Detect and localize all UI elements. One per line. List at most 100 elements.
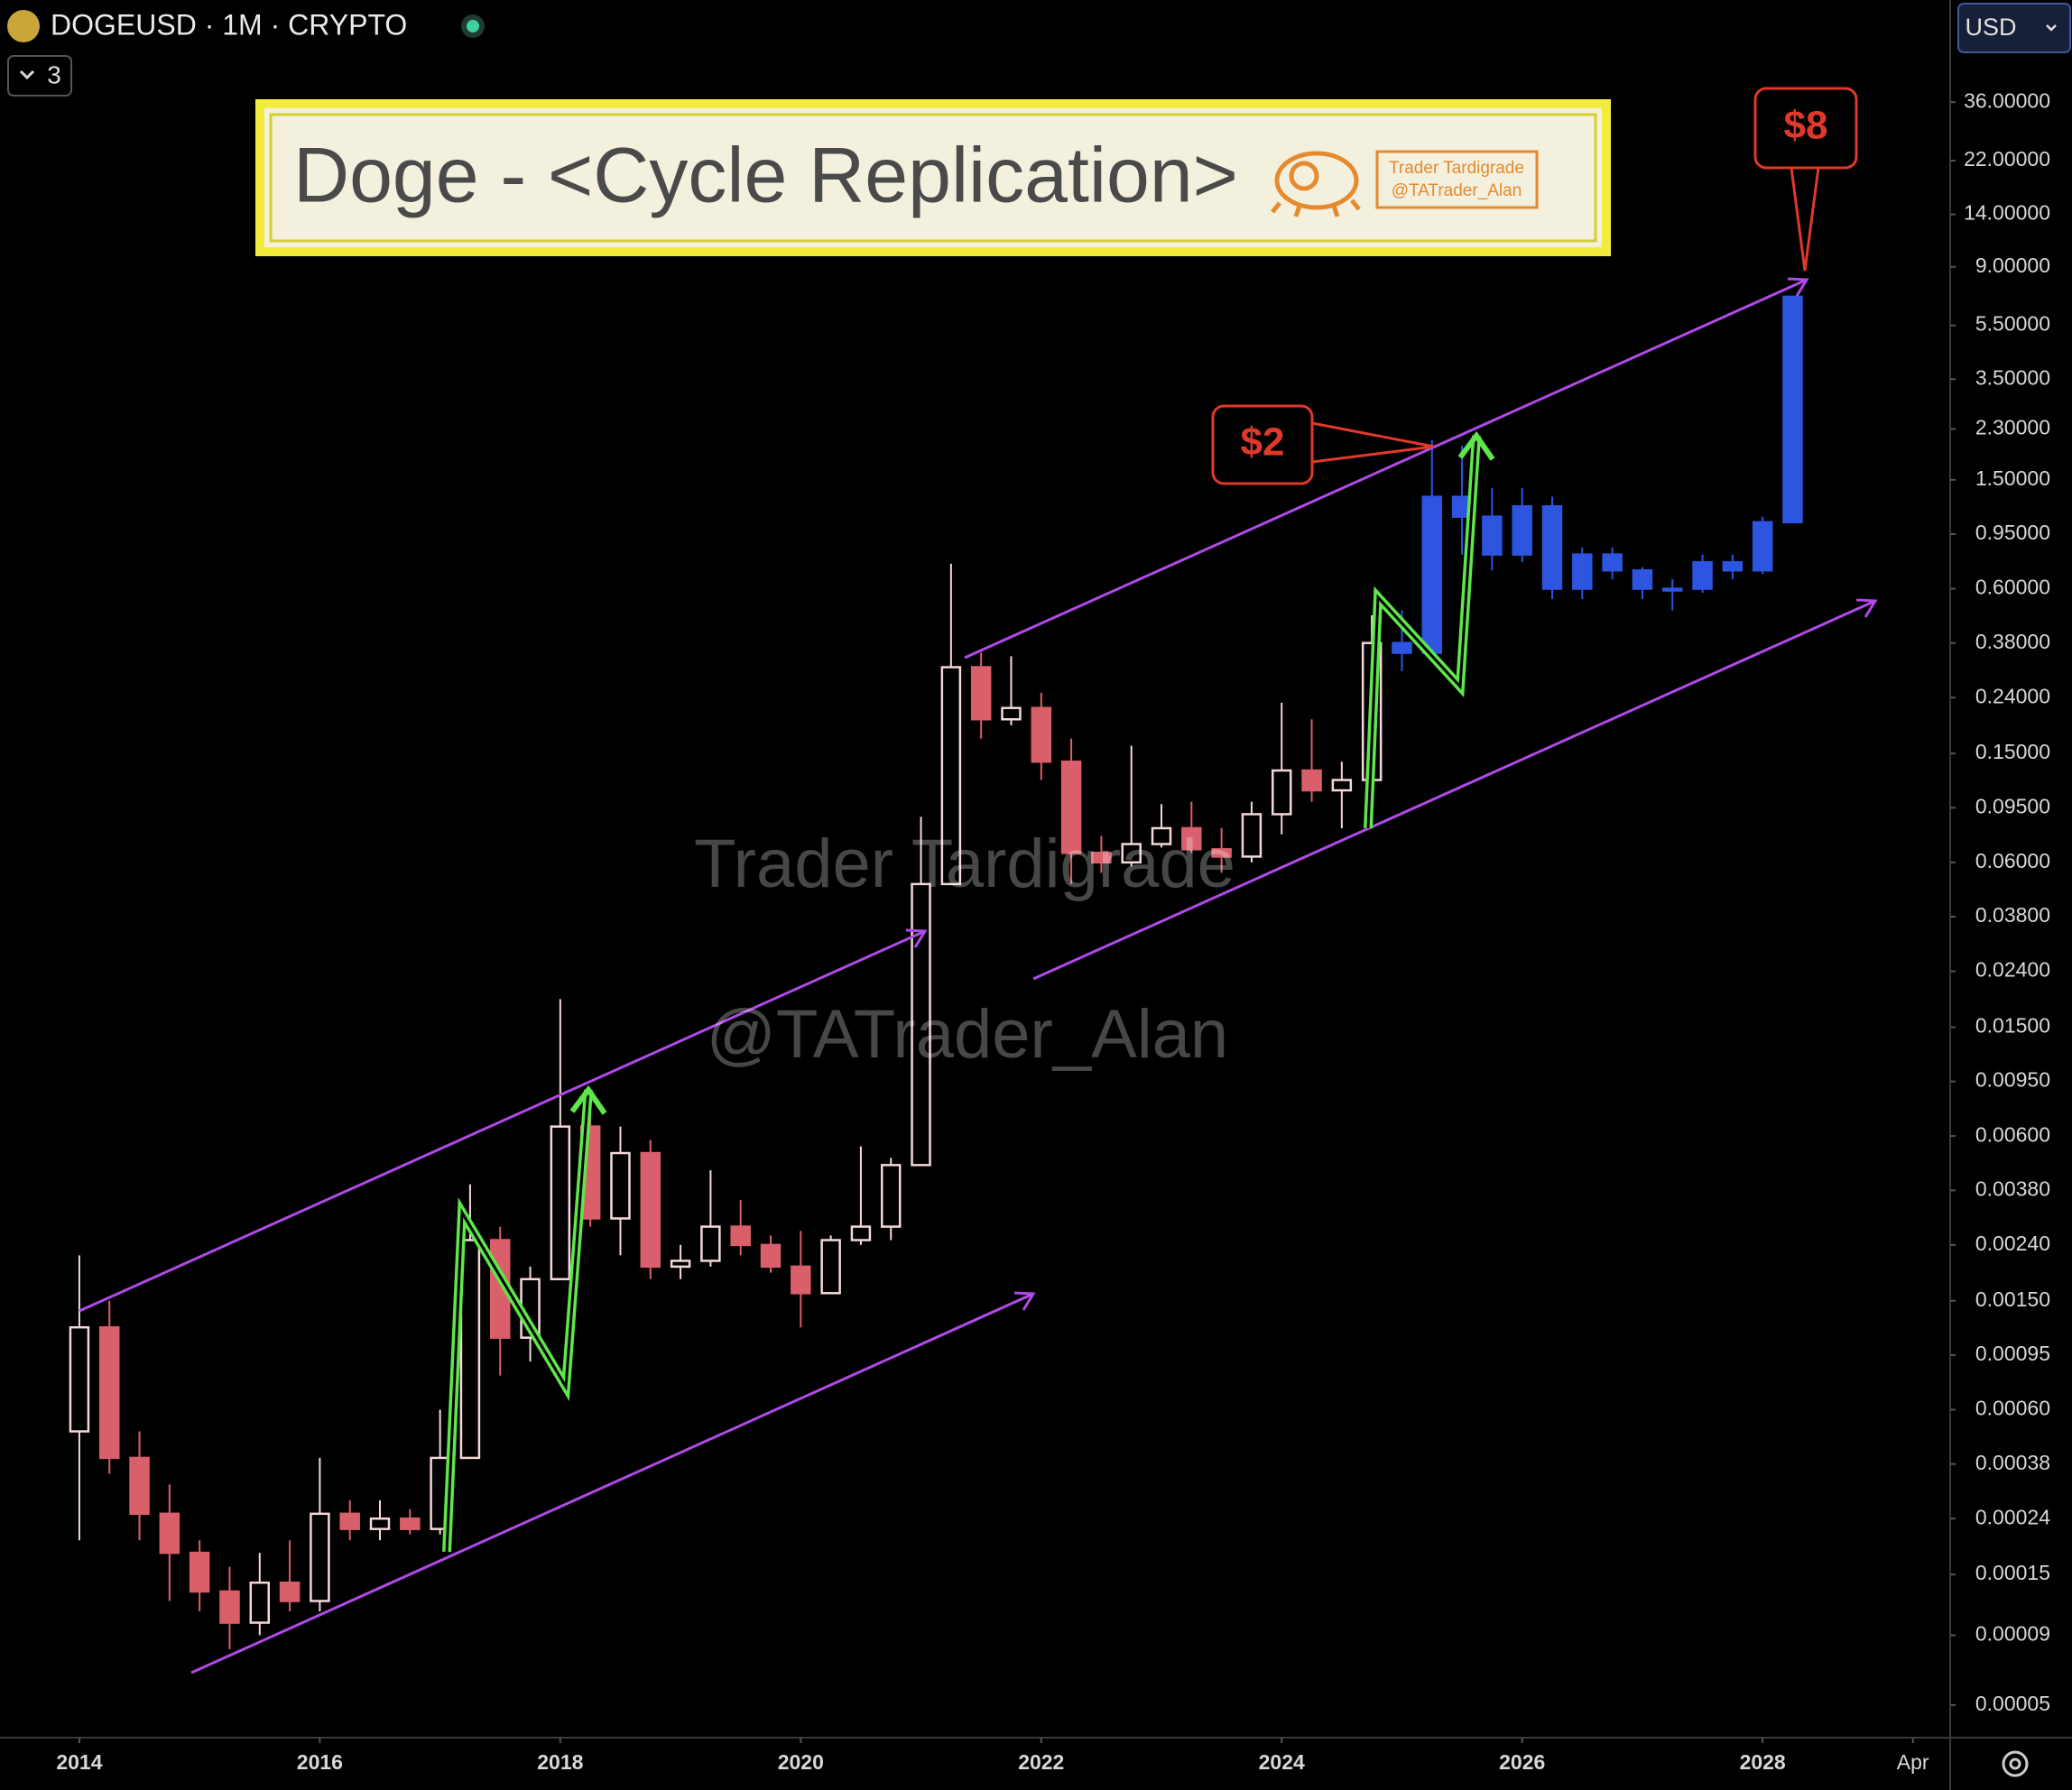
candle-body: [850, 1225, 872, 1241]
title-banner: [255, 99, 1611, 256]
y-tick-label: 22.00000: [1964, 147, 2050, 171]
candle-body: [1241, 813, 1263, 858]
candle-body: [911, 882, 931, 1167]
y-tick-label: 0.02400: [1975, 958, 2050, 982]
zigzag-inner: [1366, 435, 1478, 829]
candle-body: [69, 1325, 90, 1433]
y-tick-label: 0.24000: [1975, 684, 2050, 707]
candle-body: [1692, 560, 1713, 590]
candle-body: [1512, 504, 1532, 556]
candle-body: [1572, 553, 1593, 590]
y-tick-label: 0.00024: [1975, 1505, 2050, 1528]
candle-body: [640, 1151, 661, 1269]
candle-body: [1392, 641, 1412, 654]
y-tick-label: 0.00240: [1975, 1232, 2050, 1255]
arrow-head: [1855, 598, 1878, 618]
arrow-head: [569, 1084, 607, 1115]
arrow-head: [905, 928, 928, 948]
annotation-pointer: [1311, 421, 1435, 464]
arrow-head: [1787, 277, 1809, 297]
y-tick-label: 0.60000: [1975, 576, 2050, 599]
candle-body: [1151, 826, 1172, 845]
candle-body: [970, 666, 992, 721]
y-tick-label: 36.00000: [1964, 88, 2050, 112]
y-tick-label: 0.38000: [1975, 630, 2050, 653]
x-tick-label: 2014: [56, 1750, 102, 1774]
y-tick-label: 0.15000: [1975, 740, 2050, 763]
price-axis-panel: [1951, 0, 2072, 1790]
y-tick-label: 0.00950: [1975, 1068, 2050, 1092]
candle-body: [940, 666, 962, 886]
candle-body: [1060, 760, 1082, 854]
candle-body: [1782, 295, 1803, 524]
candle-body: [550, 1125, 571, 1281]
candle-body: [791, 1265, 811, 1295]
x-tick-label: 2026: [1499, 1750, 1545, 1774]
candle-body: [1121, 843, 1142, 864]
y-tick-label: 0.00095: [1975, 1342, 2050, 1365]
y-tick-label: 0.09500: [1975, 794, 2050, 817]
candle-body: [670, 1259, 691, 1269]
y-tick-label: 0.00009: [1975, 1621, 2050, 1645]
candle-body: [760, 1243, 782, 1269]
candle-body: [700, 1225, 721, 1262]
candle-body: [1181, 826, 1202, 851]
candle-body: [1722, 560, 1744, 572]
annotation-pointer: [1790, 167, 1820, 272]
x-tick-label: 2022: [1018, 1750, 1064, 1774]
candle-body: [1211, 848, 1232, 858]
candle-body: [1301, 769, 1322, 792]
indicator-toggle[interactable]: [7, 55, 72, 97]
channel-line: [79, 929, 926, 1313]
x-tick-label: 2024: [1259, 1750, 1305, 1774]
channel-line: [190, 1292, 1034, 1675]
candle-body: [98, 1325, 120, 1460]
candle-body: [820, 1239, 841, 1295]
y-tick-label: 0.00038: [1975, 1451, 2050, 1474]
indicator-count: 3: [47, 60, 61, 88]
x-tick-label: 2028: [1740, 1750, 1786, 1774]
y-tick-label: 0.00600: [1975, 1122, 2050, 1146]
title-banner-inner: [269, 113, 1597, 243]
coin-icon: [7, 10, 40, 42]
candle-body: [159, 1512, 180, 1555]
status-dot: [467, 20, 479, 32]
y-tick-label: 14.00000: [1964, 201, 2050, 225]
channel-lines: [79, 277, 1878, 1675]
candle-body: [1632, 568, 1653, 590]
candle-body: [1091, 852, 1112, 864]
candle-body: [400, 1517, 421, 1530]
candle-body: [1331, 779, 1353, 792]
candle-body: [219, 1590, 240, 1624]
x-tick-label: 2018: [537, 1750, 583, 1774]
y-tick-label: 0.00005: [1975, 1692, 2050, 1715]
chevron: [2046, 24, 2057, 32]
zigzag-arrows: [442, 430, 1495, 1553]
y-tick-label: 0.03800: [1975, 903, 2050, 927]
candle-body: [1271, 769, 1292, 816]
logo-box: [1375, 150, 1539, 209]
logo-icon: [1271, 151, 1361, 217]
candle-body: [249, 1581, 271, 1624]
currency-label: USD: [1965, 14, 2016, 41]
logo-text: @TATrader_Alan: [1392, 181, 1522, 200]
logo-legs: [1271, 198, 1361, 217]
y-tick-label: 0.00380: [1975, 1176, 2050, 1200]
candle-body: [1602, 553, 1623, 572]
time-axis-panel: [0, 1739, 2072, 1790]
logo-shape: [1289, 161, 1319, 191]
y-tick-label: 0.00150: [1975, 1287, 2050, 1311]
currency-selector[interactable]: [1957, 3, 2071, 53]
x-tick-label: 2020: [778, 1750, 824, 1774]
candle-body: [1031, 706, 1052, 763]
candle-body: [189, 1551, 210, 1593]
y-tick-label: 0.95000: [1975, 521, 2050, 544]
plot-area: [69, 295, 1803, 1649]
chart-title: Doge - <Cycle Replication>: [293, 133, 1238, 219]
annotation: $2: [1241, 420, 1285, 465]
annotation: $8: [1784, 104, 1828, 148]
y-tick-label: 1.50000: [1975, 466, 2050, 490]
settings-icon[interactable]: [2002, 1750, 2029, 1777]
